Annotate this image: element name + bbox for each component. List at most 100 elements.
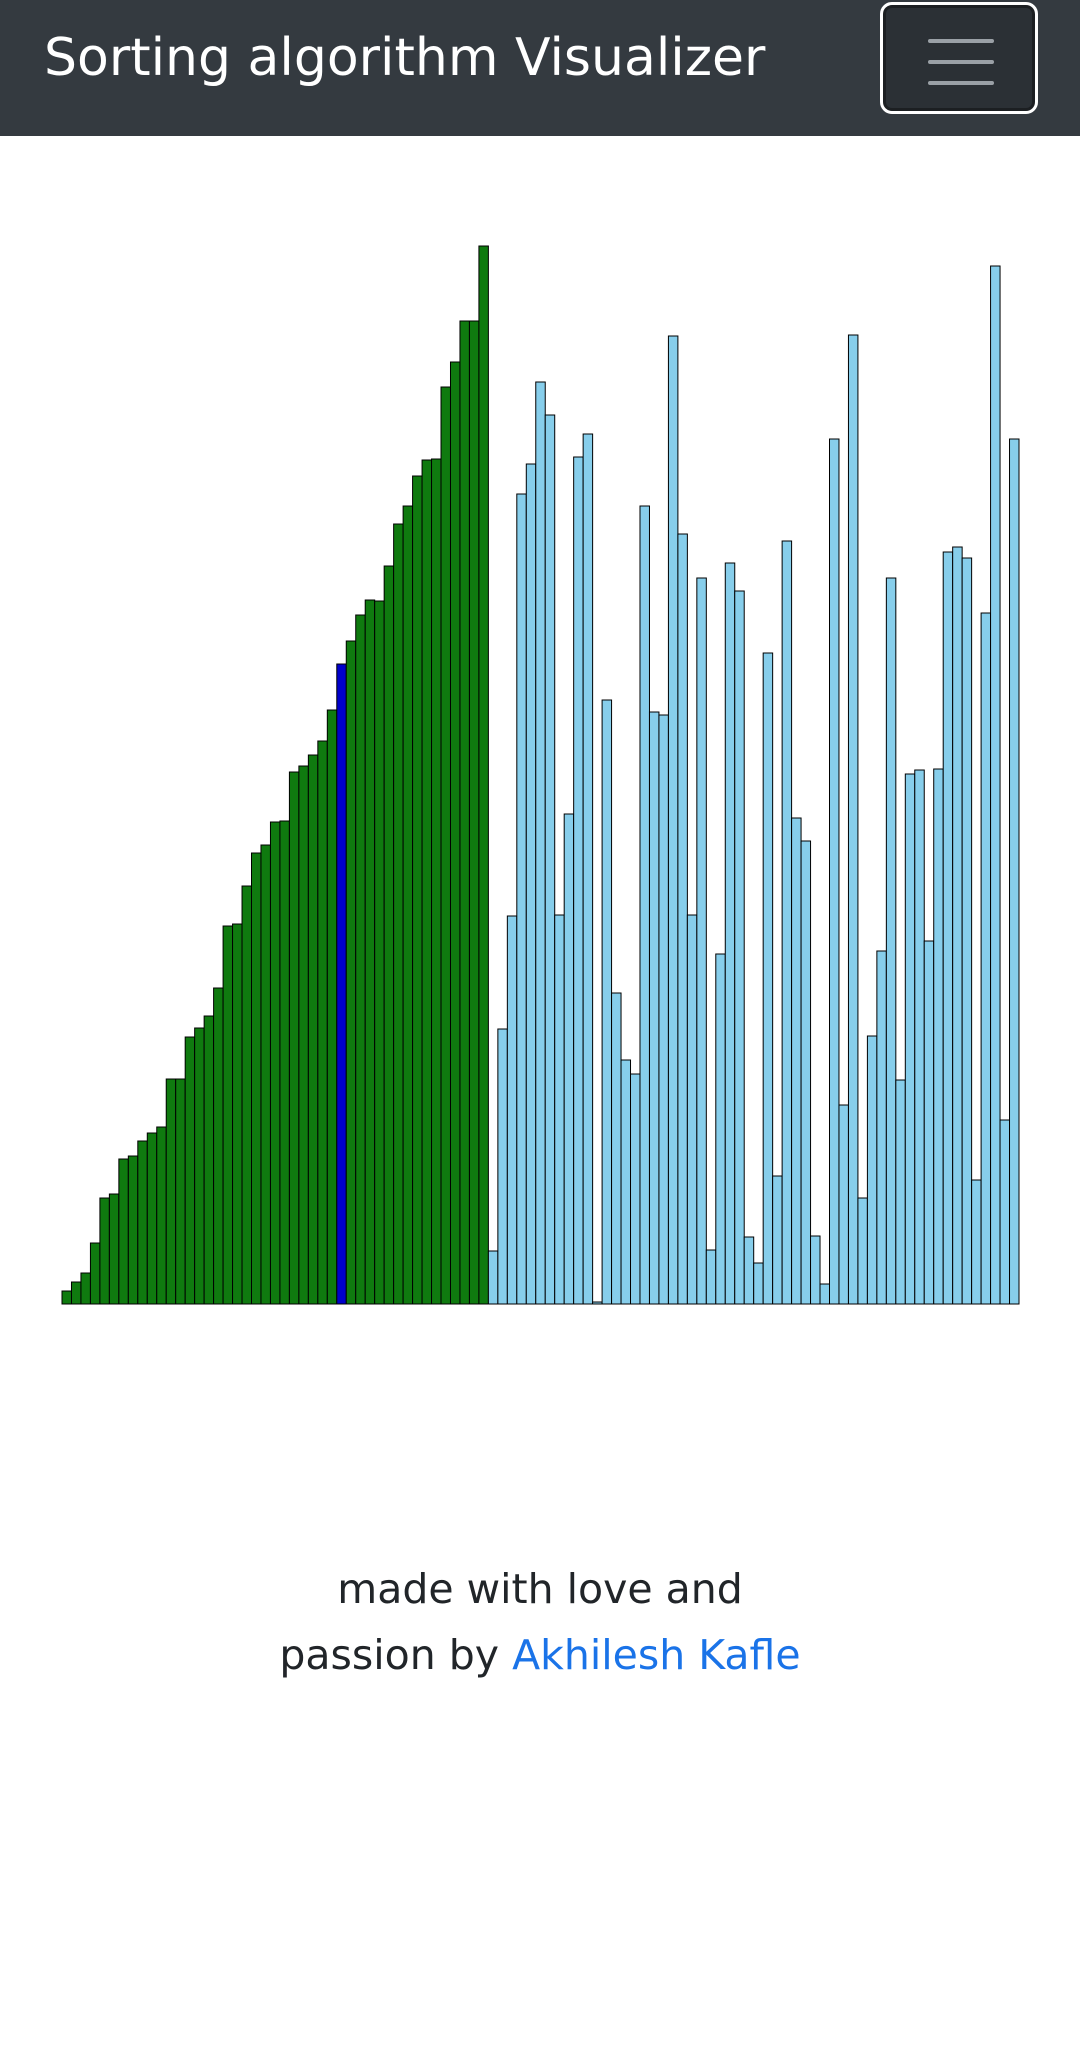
bar-sorted	[241, 885, 253, 1305]
bar-unsorted	[876, 950, 887, 1305]
bar-unsorted	[904, 773, 916, 1305]
bar-sorted	[298, 765, 309, 1305]
bar-unsorted	[857, 1197, 868, 1305]
bar-sorted	[232, 923, 243, 1305]
bar-unsorted	[573, 456, 584, 1305]
bar-sorted	[251, 852, 262, 1305]
navbar-brand[interactable]: Sorting algorithm Visualizer	[44, 28, 766, 88]
bar-unsorted	[999, 1119, 1011, 1305]
bar-unsorted	[592, 1301, 603, 1305]
bar-sorted	[317, 740, 328, 1305]
bar-unsorted	[952, 546, 963, 1305]
bar-unsorted	[724, 562, 736, 1305]
bar-unsorted	[942, 551, 954, 1305]
bar-sorted	[269, 821, 281, 1305]
bar-sorted	[355, 614, 366, 1305]
bar-unsorted	[1009, 438, 1020, 1305]
bar-sorted	[89, 1242, 101, 1305]
navbar-toggler-button[interactable]	[880, 2, 1038, 114]
bar-unsorted	[895, 1079, 906, 1305]
bar-unsorted	[923, 940, 935, 1305]
bar-unsorted	[933, 768, 944, 1305]
bar-sorted	[146, 1132, 158, 1305]
bar-sorted	[393, 523, 404, 1305]
bar-unsorted	[847, 334, 859, 1305]
bar-unsorted	[630, 1073, 641, 1305]
bar-sorted	[203, 1015, 215, 1305]
bar-unsorted	[819, 1283, 831, 1305]
bar-unsorted	[772, 1175, 783, 1305]
bar-sorted	[194, 1027, 205, 1305]
author-link[interactable]: Akhilesh Kafle	[512, 1631, 801, 1679]
bar-unsorted	[971, 1179, 982, 1305]
bar-unsorted	[516, 493, 527, 1305]
bar-sorted	[279, 820, 290, 1305]
bar-sorted	[99, 1197, 110, 1305]
bar-unsorted	[667, 335, 679, 1305]
bar-sorted	[165, 1078, 177, 1305]
bar-unsorted	[696, 577, 707, 1305]
bar-sorted	[374, 600, 385, 1305]
footer-line-1: made with love and	[337, 1565, 743, 1613]
bar-unsorted	[800, 840, 812, 1305]
bar-unsorted	[611, 992, 622, 1305]
bar-sorted	[459, 320, 470, 1305]
bar-unsorted	[686, 914, 698, 1305]
bar-unsorted	[829, 438, 840, 1305]
bar-sorted	[184, 1036, 196, 1305]
bar-unsorted	[620, 1059, 632, 1305]
bar-sorted	[70, 1281, 82, 1305]
bar-unsorted	[535, 381, 546, 1305]
bar-unsorted	[525, 463, 537, 1305]
hamburger-line	[928, 81, 994, 85]
bar-sorted	[440, 386, 451, 1305]
bar-sorted	[345, 640, 357, 1305]
sorting-bars-chart	[61, 245, 1020, 1305]
bar-sorted	[478, 245, 489, 1305]
bar-unsorted	[487, 1250, 499, 1305]
bar-sorted	[61, 1290, 72, 1305]
bar-sorted	[80, 1272, 91, 1305]
bar-unsorted	[677, 533, 688, 1305]
bar-sorted	[108, 1193, 120, 1305]
bar-unsorted	[980, 612, 992, 1305]
footer-line-2: passion by Akhilesh Kafle	[0, 1622, 1080, 1688]
bar-sorted	[468, 320, 480, 1305]
bar-unsorted	[743, 1236, 755, 1305]
bar-sorted	[364, 599, 376, 1305]
hamburger-line	[928, 60, 994, 64]
bar-sorted	[137, 1140, 148, 1305]
footer-prefix: passion by	[279, 1631, 513, 1679]
bar-sorted	[402, 505, 414, 1305]
bar-unsorted	[781, 540, 793, 1305]
bar-sorted	[412, 475, 423, 1305]
bar-sorted	[127, 1155, 139, 1305]
bar-sorted	[213, 987, 224, 1305]
bar-sorted	[288, 771, 300, 1305]
navbar: Sorting algorithm Visualizer	[0, 0, 1080, 136]
bar-unsorted	[753, 1262, 764, 1305]
bar-unsorted	[990, 265, 1001, 1305]
bar-sorted	[175, 1078, 186, 1305]
bar-sorted	[421, 459, 433, 1305]
bar-sorted	[118, 1158, 129, 1305]
bar-unsorted	[648, 711, 660, 1305]
bar-unsorted	[506, 915, 518, 1305]
bar-unsorted	[885, 577, 897, 1305]
bar-unsorted	[791, 817, 802, 1305]
bar-unsorted	[582, 433, 594, 1305]
bar-unsorted	[914, 769, 925, 1305]
bar-sorted	[156, 1126, 167, 1305]
bar-unsorted	[544, 414, 556, 1305]
hamburger-menu-icon	[928, 39, 994, 85]
bar-unsorted	[705, 1249, 717, 1305]
bar-sorted	[307, 754, 319, 1305]
bar-sorted	[383, 565, 395, 1305]
bar-unsorted	[639, 505, 650, 1305]
bar-sorted	[326, 709, 338, 1305]
bar-unsorted	[810, 1235, 821, 1305]
footer: made with love and passion by Akhilesh K…	[0, 1556, 1080, 1688]
bar-unsorted	[563, 813, 575, 1305]
bar-sorted	[260, 844, 271, 1305]
bar-sorted	[431, 458, 442, 1305]
